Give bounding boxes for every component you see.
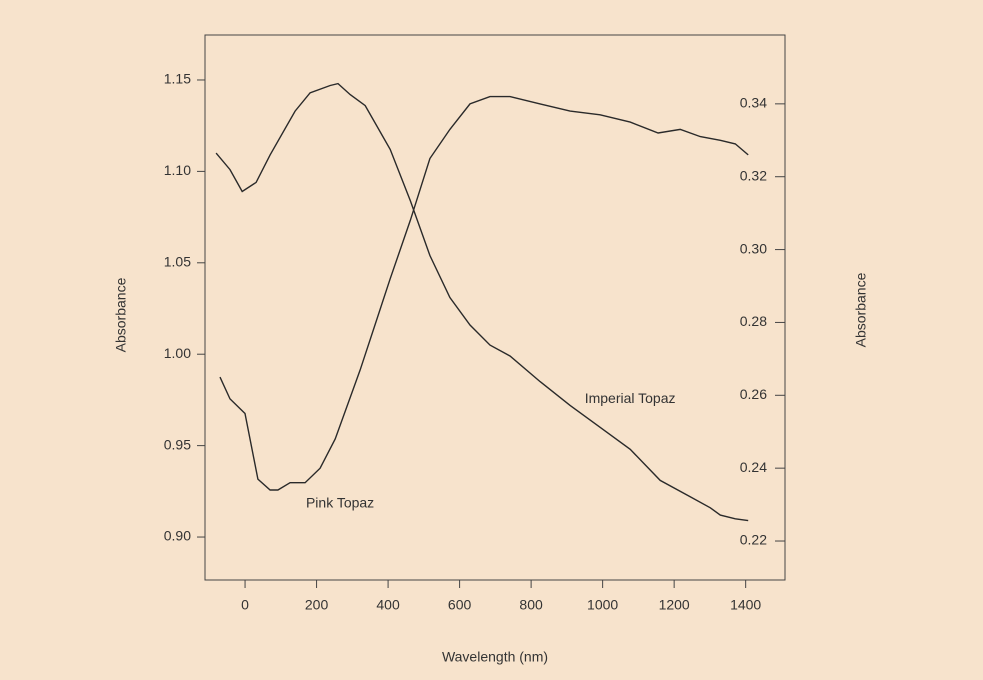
x-tick-label: 1200 (659, 597, 690, 613)
x-tick-label: 200 (305, 597, 329, 613)
y2-tick-label: 0.26 (740, 386, 767, 402)
y2-axis-label: Absorbance (853, 272, 869, 347)
x-tick-label: 600 (448, 597, 472, 613)
y2-tick-label: 0.32 (740, 167, 767, 183)
series-label: Pink Topaz (306, 495, 374, 511)
x-axis-label: Wavelength (nm) (442, 649, 548, 665)
y2-tick-label: 0.30 (740, 240, 767, 256)
y-tick-label: 1.05 (164, 254, 191, 270)
y2-tick-label: 0.22 (740, 532, 767, 548)
y-tick-label: 0.95 (164, 436, 191, 452)
series-label: Imperial Topaz (585, 390, 676, 406)
y-axis-label: Absorbance (113, 277, 129, 352)
y-tick-label: 1.00 (164, 345, 191, 361)
y2-tick-label: 0.34 (740, 95, 767, 111)
x-tick-label: 1000 (587, 597, 618, 613)
y-tick-label: 1.15 (164, 71, 191, 87)
x-tick-label: 800 (519, 597, 543, 613)
x-tick-label: 1400 (730, 597, 761, 613)
y-tick-label: 0.90 (164, 528, 191, 544)
y2-tick-label: 0.28 (740, 313, 767, 329)
y-tick-label: 1.10 (164, 162, 191, 178)
plot-frame (204, 34, 786, 581)
x-tick-label: 400 (376, 597, 400, 613)
x-tick-label: 0 (241, 597, 249, 613)
series-line (219, 95, 749, 491)
y2-tick-label: 0.24 (740, 459, 767, 475)
series-line (215, 82, 749, 522)
